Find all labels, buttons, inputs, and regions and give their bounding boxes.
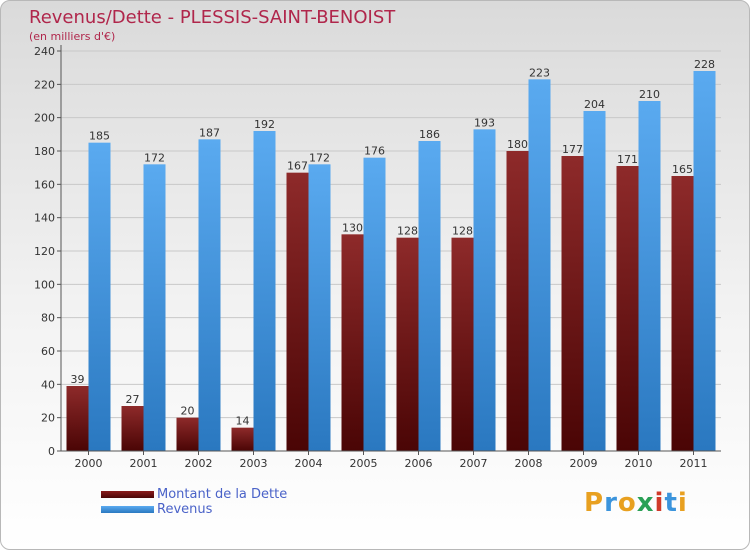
x-tick-label: 2007 bbox=[460, 457, 488, 470]
bar-dette bbox=[231, 427, 254, 451]
bar-revenus bbox=[418, 141, 441, 451]
y-tick-label: 80 bbox=[41, 312, 55, 325]
chart-subtitle: (en milliers d'€) bbox=[29, 30, 116, 43]
bar-dette bbox=[616, 166, 639, 451]
legend-label-dette: Montant de la Dette bbox=[157, 487, 288, 502]
data-label-revenus: 210 bbox=[639, 88, 660, 101]
data-label-revenus: 187 bbox=[199, 126, 220, 139]
logo-letter: x bbox=[636, 488, 655, 518]
x-tick-label: 2002 bbox=[185, 457, 213, 470]
x-tick-label: 2005 bbox=[350, 457, 378, 470]
bar-revenus bbox=[583, 111, 606, 451]
data-label-dette: 27 bbox=[126, 393, 140, 406]
data-label-dette: 128 bbox=[397, 225, 418, 238]
data-label-revenus: 193 bbox=[474, 116, 495, 129]
data-label-revenus: 192 bbox=[254, 118, 275, 131]
bar-revenus bbox=[363, 157, 386, 451]
logo-letter: o bbox=[617, 488, 637, 518]
bar-revenus bbox=[143, 164, 166, 452]
x-tick-label: 2000 bbox=[75, 457, 103, 470]
bar-dette bbox=[506, 151, 529, 451]
y-tick-label: 60 bbox=[41, 345, 55, 358]
data-label-dette: 14 bbox=[236, 415, 250, 428]
logo-letter: P bbox=[584, 488, 605, 518]
bar-revenus bbox=[308, 164, 331, 452]
bar-revenus bbox=[638, 101, 661, 451]
y-tick-label: 140 bbox=[34, 212, 55, 225]
y-tick-label: 120 bbox=[34, 245, 55, 258]
bar-dette bbox=[671, 176, 694, 451]
data-label-dette: 167 bbox=[287, 160, 308, 173]
bar-dette bbox=[66, 386, 89, 451]
data-label-revenus: 185 bbox=[89, 130, 110, 143]
logo-letter: r bbox=[604, 488, 618, 518]
x-tick-label: 2003 bbox=[240, 457, 268, 470]
bar-revenus bbox=[693, 71, 716, 451]
x-tick-label: 2009 bbox=[570, 457, 598, 470]
data-label-dette: 130 bbox=[342, 221, 363, 234]
data-label-dette: 39 bbox=[71, 373, 85, 386]
y-tick-label: 180 bbox=[34, 145, 55, 158]
y-tick-label: 100 bbox=[34, 278, 55, 291]
x-tick-label: 2011 bbox=[680, 457, 708, 470]
data-label-revenus: 204 bbox=[584, 98, 605, 111]
bar-revenus bbox=[198, 139, 221, 452]
bar-dette bbox=[176, 417, 199, 451]
bar-dette bbox=[121, 406, 144, 451]
logo-letter: i bbox=[654, 488, 665, 518]
data-label-revenus: 186 bbox=[419, 128, 440, 141]
bar-dette bbox=[451, 237, 474, 451]
y-tick-label: 40 bbox=[41, 378, 55, 391]
bar-dette bbox=[396, 237, 419, 451]
proxiti-logo: Proxiti bbox=[584, 488, 688, 518]
y-tick-label: 220 bbox=[34, 78, 55, 91]
x-tick-label: 2001 bbox=[130, 457, 158, 470]
y-tick-label: 240 bbox=[34, 45, 55, 58]
y-tick-label: 0 bbox=[48, 445, 55, 458]
data-label-dette: 128 bbox=[452, 225, 473, 238]
bar-revenus bbox=[88, 142, 111, 451]
y-tick-label: 20 bbox=[41, 412, 55, 425]
x-tick-label: 2004 bbox=[295, 457, 323, 470]
bar-dette bbox=[341, 234, 364, 451]
bar-series bbox=[66, 71, 716, 452]
x-tick-label: 2008 bbox=[515, 457, 543, 470]
y-tick-label: 200 bbox=[34, 112, 55, 125]
x-tick-label: 2006 bbox=[405, 457, 433, 470]
data-label-dette: 177 bbox=[562, 143, 583, 156]
data-label-revenus: 176 bbox=[364, 145, 385, 158]
data-label-dette: 20 bbox=[181, 405, 195, 418]
logo-letter: t bbox=[664, 488, 678, 518]
data-label-revenus: 172 bbox=[309, 151, 330, 164]
data-label-dette: 171 bbox=[617, 153, 638, 166]
chart-title: Revenus/Dette - PLESSIS-SAINT-BENOIST bbox=[29, 7, 396, 28]
data-labels: 3918527172201871419216717213017612818612… bbox=[71, 58, 716, 428]
logo-letter: i bbox=[677, 488, 688, 518]
y-tick-label: 160 bbox=[34, 178, 55, 191]
bar-revenus bbox=[473, 129, 496, 452]
data-label-dette: 180 bbox=[507, 138, 528, 151]
bar-revenus bbox=[528, 79, 551, 451]
data-label-revenus: 172 bbox=[144, 151, 165, 164]
legend-swatch-revenus bbox=[101, 506, 154, 513]
bar-dette bbox=[561, 156, 584, 451]
bar-dette bbox=[286, 172, 309, 451]
data-label-revenus: 228 bbox=[694, 58, 715, 71]
gridlines bbox=[61, 50, 721, 419]
legend-swatch-dette bbox=[101, 491, 154, 498]
x-tick-label: 2010 bbox=[625, 457, 653, 470]
data-label-revenus: 223 bbox=[529, 66, 550, 79]
bar-revenus bbox=[253, 131, 276, 451]
data-label-dette: 165 bbox=[672, 163, 693, 176]
legend-label-revenus: Revenus bbox=[157, 502, 213, 517]
